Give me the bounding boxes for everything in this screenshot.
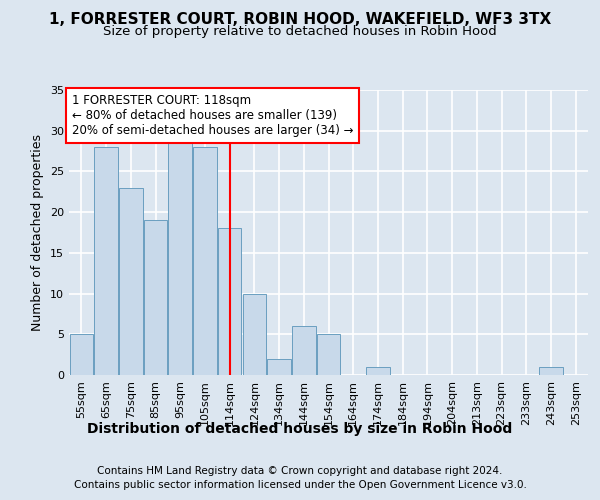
Y-axis label: Number of detached properties: Number of detached properties xyxy=(31,134,44,331)
Bar xyxy=(292,326,316,375)
Bar xyxy=(119,188,143,375)
Text: Distribution of detached houses by size in Robin Hood: Distribution of detached houses by size … xyxy=(88,422,512,436)
Bar xyxy=(268,358,291,375)
Bar xyxy=(169,139,192,375)
Text: 1 FORRESTER COURT: 118sqm
← 80% of detached houses are smaller (139)
20% of semi: 1 FORRESTER COURT: 118sqm ← 80% of detac… xyxy=(71,94,353,138)
Text: 1, FORRESTER COURT, ROBIN HOOD, WAKEFIELD, WF3 3TX: 1, FORRESTER COURT, ROBIN HOOD, WAKEFIEL… xyxy=(49,12,551,28)
Bar xyxy=(94,147,118,375)
Bar xyxy=(218,228,241,375)
Bar xyxy=(317,334,340,375)
Text: Contains HM Land Registry data © Crown copyright and database right 2024.: Contains HM Land Registry data © Crown c… xyxy=(97,466,503,476)
Bar xyxy=(366,367,389,375)
Bar xyxy=(193,147,217,375)
Bar xyxy=(242,294,266,375)
Text: Contains public sector information licensed under the Open Government Licence v3: Contains public sector information licen… xyxy=(74,480,526,490)
Bar xyxy=(539,367,563,375)
Bar xyxy=(70,334,93,375)
Text: Size of property relative to detached houses in Robin Hood: Size of property relative to detached ho… xyxy=(103,25,497,38)
Bar xyxy=(144,220,167,375)
